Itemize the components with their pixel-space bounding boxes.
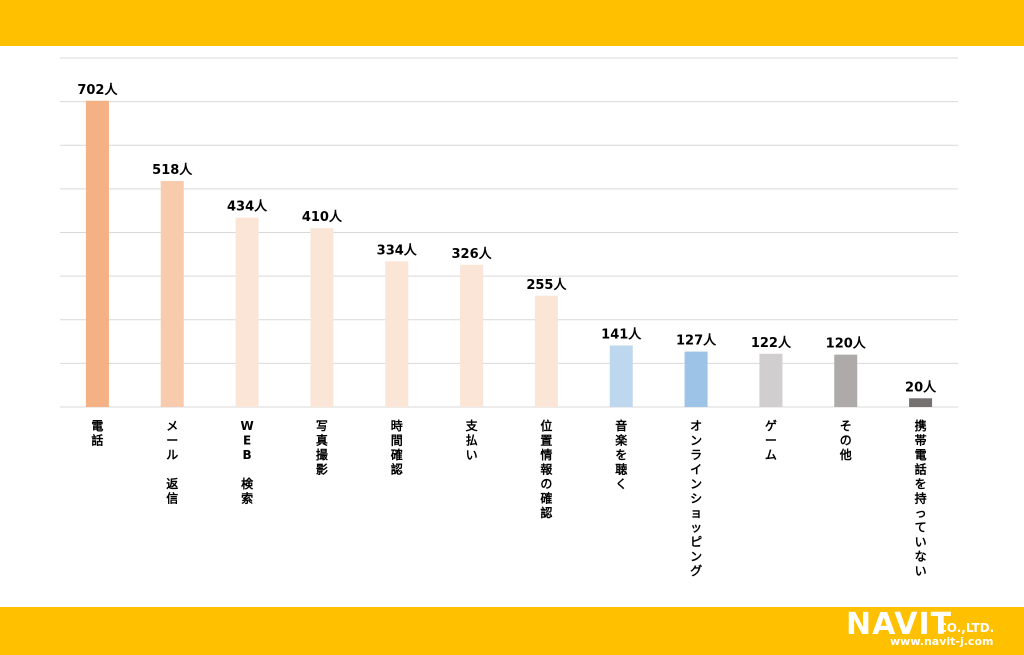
category-label: 電話 — [91, 419, 103, 448]
bar — [534, 295, 558, 407]
bar-chart: 702人 518人 434人 410人 334人 326人 255人 141人 127人 122人… — [60, 57, 958, 578]
category-label: ゲーム — [765, 418, 777, 462]
category-label: メール 返信 — [166, 419, 178, 506]
bars — [85, 100, 933, 407]
bar — [909, 398, 933, 407]
category-labels: 電話 メール 返信 W E B 検索 写真撮影 時間確認 支払い 位置情報の確認 音楽を聴く オンラ… — [91, 418, 926, 578]
bar — [460, 264, 484, 407]
logo-url: www.navit-j.com — [890, 635, 994, 648]
value-labels: 702人 518人 434人 410人 334人 326人 255人 141人 127人 122人… — [77, 82, 937, 396]
category-label: 携帯電話を持っていない — [915, 418, 927, 578]
category-label: オンラインショッピング — [690, 419, 702, 578]
header-band — [0, 0, 1024, 46]
value-label: 141人 — [601, 326, 642, 342]
logo-brand: NAVIT — [846, 607, 953, 642]
bar — [310, 228, 334, 407]
value-label: 120人 — [826, 336, 867, 352]
category-label: 音楽を聴く — [615, 418, 628, 491]
value-label: 518人 — [152, 162, 193, 178]
footer-band — [0, 607, 1024, 655]
value-label: 410人 — [302, 209, 343, 225]
category-label: 位置情報の確認 — [540, 418, 553, 520]
bar — [160, 181, 184, 407]
bar — [684, 351, 708, 407]
value-label: 20人 — [905, 379, 937, 395]
navit-logo: NAVIT CO.,LTD. www.navit-j.com — [846, 610, 1018, 650]
category-label: その他 — [839, 419, 852, 462]
bar — [235, 217, 259, 407]
gridlines — [60, 57, 958, 408]
logo-company-suffix: CO.,LTD. — [938, 621, 995, 635]
bar — [85, 100, 109, 407]
bar — [609, 345, 633, 407]
bar — [759, 353, 783, 407]
value-label: 326人 — [452, 246, 493, 262]
bar — [834, 354, 858, 407]
category-label: 時間確認 — [391, 418, 403, 477]
value-label: 434人 — [227, 199, 268, 215]
value-label: 702人 — [77, 82, 118, 98]
value-label: 122人 — [751, 335, 792, 351]
value-label: 334人 — [377, 242, 418, 258]
category-label: 写真撮影 — [316, 419, 329, 477]
bar — [385, 261, 409, 407]
value-label: 127人 — [676, 333, 717, 349]
value-label: 255人 — [526, 277, 567, 293]
category-label: 支払い — [465, 418, 479, 462]
